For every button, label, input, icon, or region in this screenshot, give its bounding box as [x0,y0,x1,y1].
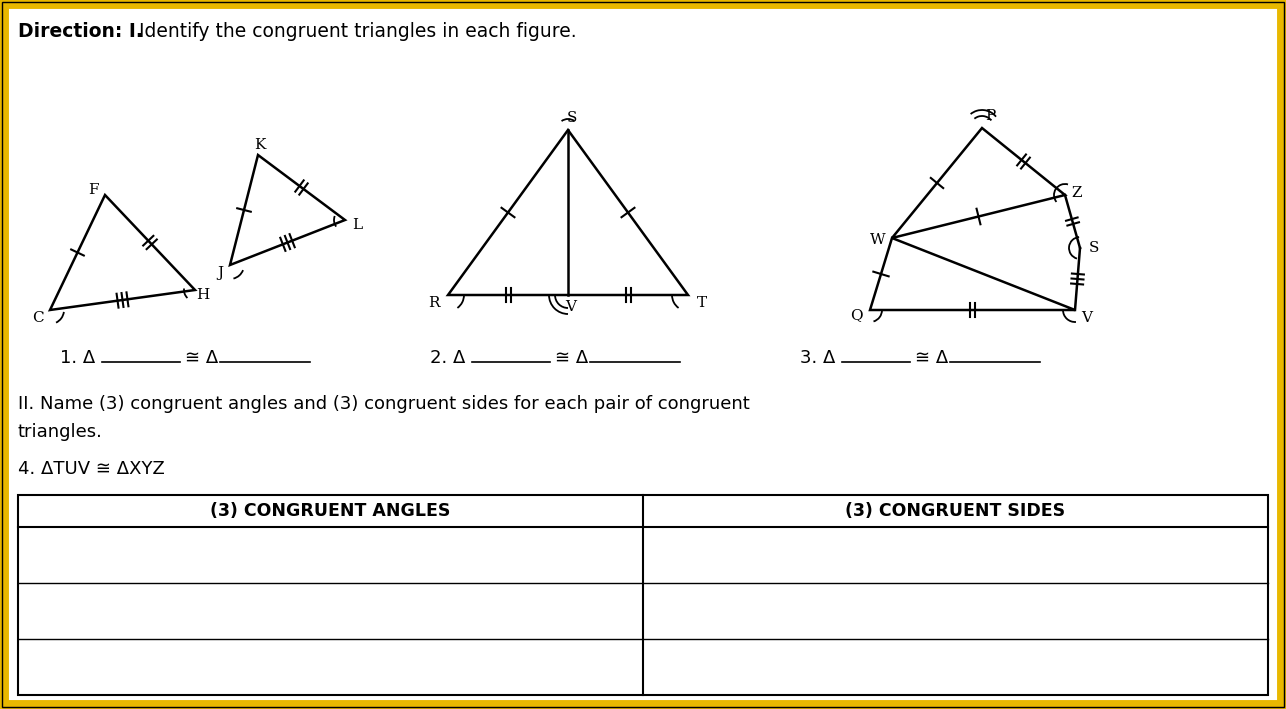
Text: Q: Q [850,308,863,322]
Text: (3) CONGRUENT ANGLES: (3) CONGRUENT ANGLES [211,502,450,520]
Text: C: C [32,311,44,325]
Text: F: F [87,183,98,197]
Text: Z: Z [1071,186,1083,200]
Text: ≅ Δ: ≅ Δ [916,349,948,367]
Text: 2. Δ: 2. Δ [430,349,466,367]
Text: 4. ΔTUV ≅ ΔXYZ: 4. ΔTUV ≅ ΔXYZ [18,460,165,478]
Text: 1. Δ: 1. Δ [60,349,95,367]
Text: L: L [352,218,363,232]
Text: ≅ Δ: ≅ Δ [556,349,588,367]
Text: Identify the congruent triangles in each figure.: Identify the congruent triangles in each… [132,22,576,41]
Text: 3. Δ: 3. Δ [800,349,836,367]
Text: R: R [428,296,440,310]
Text: T: T [697,296,707,310]
Text: H: H [197,288,210,302]
Text: K: K [255,138,266,152]
Text: II. Name (3) congruent angles and (3) congruent sides for each pair of congruent: II. Name (3) congruent angles and (3) co… [18,395,750,413]
Text: S: S [1089,241,1100,255]
Text: V: V [566,300,576,314]
Text: triangles.: triangles. [18,423,103,441]
Text: (3) CONGRUENT SIDES: (3) CONGRUENT SIDES [845,502,1066,520]
Text: ≅ Δ: ≅ Δ [185,349,219,367]
Text: V: V [1082,311,1093,325]
Bar [18,495,1268,695]
Text: Direction: I.: Direction: I. [18,22,143,41]
Text: S: S [567,111,577,125]
Text: P: P [985,109,995,123]
Text: W: W [871,233,886,247]
Text: J: J [217,266,222,280]
